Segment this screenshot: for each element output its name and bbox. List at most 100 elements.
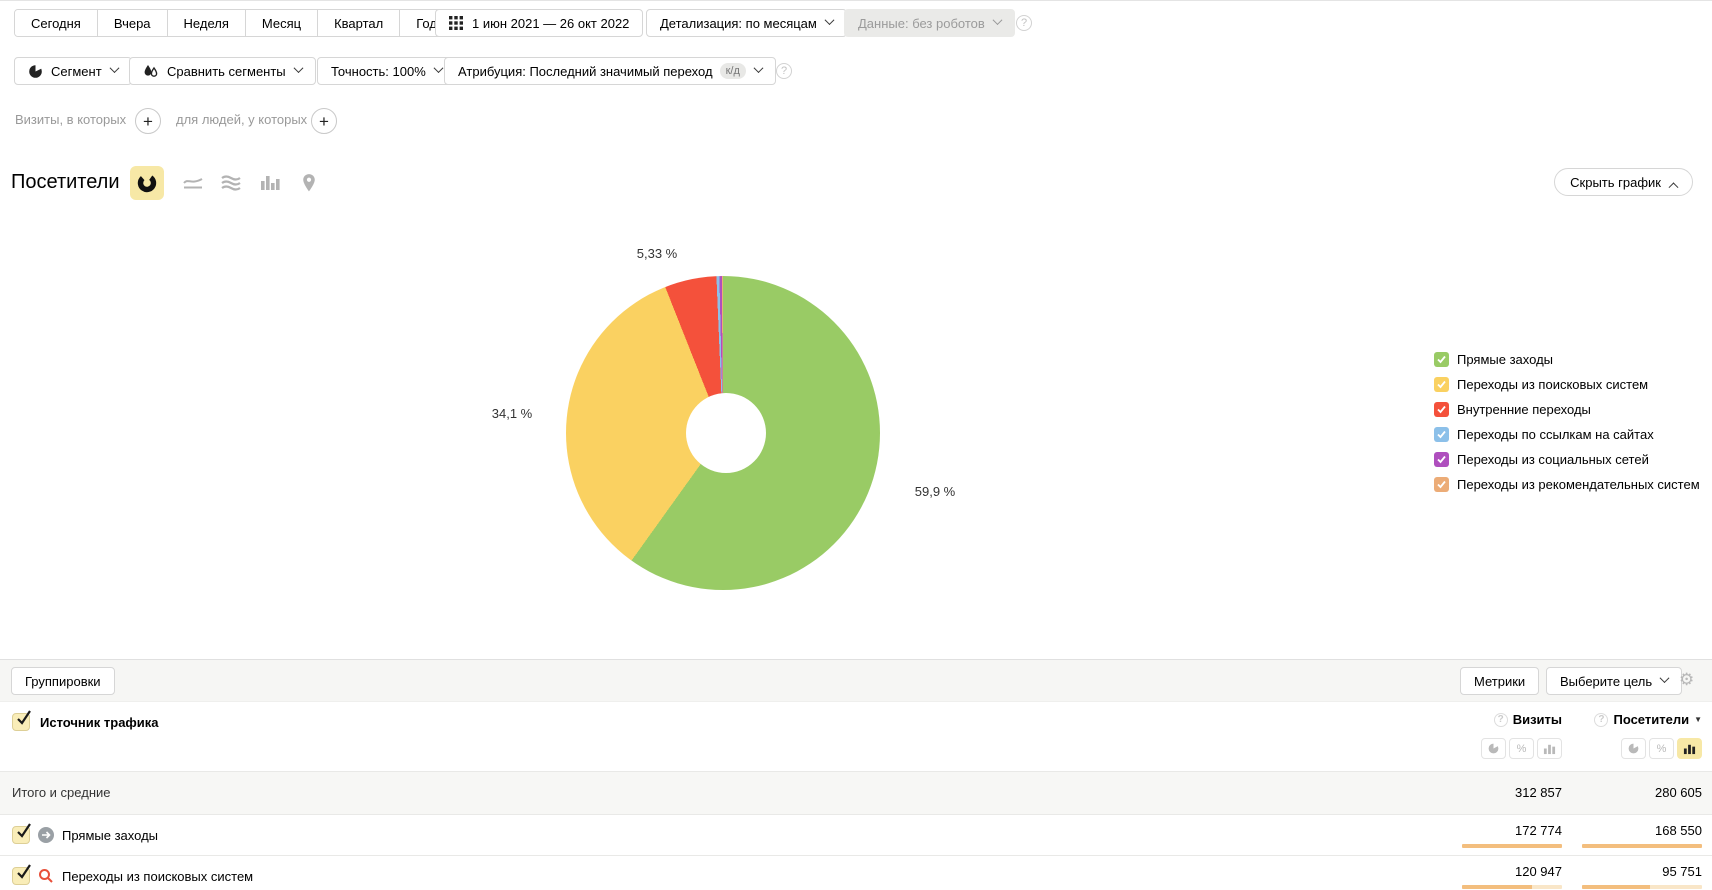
legend-checkbox-icon [1434,402,1449,417]
accuracy-dropdown[interactable]: Точность: 100% [317,57,456,85]
visits-filter-label: Визиты, в которых [15,112,127,127]
visits-bar [1462,844,1562,848]
period-month[interactable]: Месяц [244,10,318,36]
legend-label: Переходы из социальных сетей [1457,452,1649,467]
legend-checkbox-icon [1434,427,1449,442]
attribution-dropdown[interactable]: Атрибуция: Последний значимый переход к/… [444,57,776,85]
line-chart-icon [182,173,204,193]
data-robots-label: Данные: без роботов [858,15,985,31]
visitors-column-header[interactable]: ? Посетители ▼ [1594,712,1702,727]
metrics-button[interactable]: Метрики [1460,667,1540,695]
legend-item-direct[interactable]: Прямые заходы [1434,347,1700,372]
accuracy-label: Точность: 100% [331,63,426,79]
pie-chart-icon [137,173,157,193]
compare-segments-dropdown[interactable]: Сравнить сегменты [129,57,316,85]
hide-chart-button[interactable]: Скрыть график [1554,168,1693,196]
segment-builder-bar: Визиты, в которых + для людей, у которых… [0,108,1712,134]
segment-toolbar: Сегмент Сравнить сегменты Точность: 100%… [0,57,1712,85]
people-filter-label: для людей, у которых [176,112,308,127]
legend-checkbox-icon [1434,477,1449,492]
date-range-label: 1 июн 2021 — 26 окт 2022 [472,15,630,31]
legend-label: Переходы из рекомендательных систем [1457,477,1700,492]
period-week[interactable]: Неделя [166,10,245,36]
pie-label-direct: 59,9 % [914,484,956,499]
percent-mode-icon[interactable]: % [1649,738,1674,759]
gear-icon[interactable]: ⚙ [1679,670,1695,689]
pie-mode-icon[interactable] [1621,738,1646,759]
chevron-down-icon [992,14,1003,25]
stacked-area-icon [220,173,242,193]
visitors-display-modes: % [1621,738,1702,759]
period-quarter[interactable]: Квартал [317,10,400,36]
table-header-row: Источник трафика ? Визиты % [0,702,1712,771]
detalization-dropdown[interactable]: Детализация: по месяцам [646,9,847,37]
help-icon[interactable]: ? [1016,15,1032,31]
chevron-down-icon [433,62,444,73]
search-magnifier-icon [38,868,54,884]
legend-item-search[interactable]: Переходы из поисковых систем [1434,372,1700,397]
help-icon: ? [1594,712,1609,727]
chart-type-line-button[interactable] [176,166,210,200]
legend-label: Переходы из поисковых систем [1457,377,1649,392]
visits-header-label: Визиты [1512,712,1562,727]
legend-label: Прямые заходы [1457,352,1554,367]
attribution-label: Атрибуция: Последний значимый переход [458,63,713,79]
groupings-button[interactable]: Группировки [11,667,115,695]
chart-header: Посетители [0,164,1712,204]
visitors-header-label: Посетители [1613,712,1690,727]
legend-item-social[interactable]: Переходы из социальных сетей [1434,447,1700,472]
segment-pie-icon [28,63,43,79]
legend-item-internal[interactable]: Внутренние переходы [1434,397,1700,422]
column-chart-icon [260,173,280,193]
legend-label: Внутренние переходы [1457,402,1591,417]
bars-mode-icon[interactable] [1537,738,1562,759]
chevron-down-icon [824,14,835,25]
legend-checkbox-icon [1434,452,1449,467]
segment-label: Сегмент [51,63,102,79]
pie-mode-icon[interactable] [1481,738,1506,759]
add-visits-condition-button[interactable]: + [135,108,161,134]
map-pin-icon [300,173,318,193]
select-goal-label: Выберите цель [1560,673,1653,689]
chart-type-pie-button[interactable] [130,166,164,200]
row-visits-value: 120 947 [1515,864,1562,879]
chart-type-columns-button[interactable] [253,166,287,200]
help-icon[interactable]: ? [776,63,792,79]
chart-type-stacked-button[interactable] [214,166,248,200]
detalization-label: Детализация: по месяцам [660,15,817,31]
select-goal-dropdown[interactable]: Выберите цель [1546,667,1683,695]
legend-item-recommendation[interactable]: Переходы из рекомендательных систем [1434,472,1700,497]
bars-mode-icon[interactable] [1677,738,1702,759]
period-toolbar: Сегодня Вчера Неделя Месяц Квартал Год 1… [0,9,1712,37]
page-title: Посетители [11,171,120,193]
table-row-total: Итого и средние 312 857 280 605 [0,771,1712,814]
data-robots-dropdown[interactable]: Данные: без роботов [844,9,1015,37]
legend-label: Переходы по ссылкам на сайтах [1457,427,1654,442]
visitors-bar [1582,844,1702,848]
period-yesterday[interactable]: Вчера [96,10,167,36]
period-segmented-control: Сегодня Вчера Неделя Месяц Квартал Год [14,9,454,37]
visits-display-modes: % [1481,738,1562,759]
legend-item-links[interactable]: Переходы по ссылкам на сайтах [1434,422,1700,447]
direct-arrow-icon [38,827,54,843]
row-checkbox[interactable] [12,864,31,885]
row-checkbox[interactable] [12,823,31,844]
visits-bar [1462,885,1562,889]
pie-label-internal: 5,33 % [636,246,678,261]
chart-legend: Прямые заходы Переходы из поисковых сист… [1434,347,1700,497]
table-row[interactable]: Прямые заходы 172 774 168 550 [0,814,1712,855]
date-range-button[interactable]: 1 июн 2021 — 26 окт 2022 [435,9,644,37]
percent-mode-icon[interactable]: % [1509,738,1534,759]
compare-drops-icon [143,64,159,79]
add-people-condition-button[interactable]: + [311,108,337,134]
select-all-checkbox[interactable] [12,710,31,731]
table-toolbar: Группировки Метрики Выберите цель ⚙ [0,660,1712,702]
chevron-down-icon [753,62,764,73]
segment-dropdown[interactable]: Сегмент [14,57,132,85]
hide-chart-label: Скрыть график [1570,174,1661,190]
visits-column-header[interactable]: ? Визиты [1493,712,1562,727]
row-label: Прямые заходы [62,828,159,843]
period-today[interactable]: Сегодня [15,10,97,36]
chart-type-map-button[interactable] [292,166,326,200]
table-row[interactable]: Переходы из поисковых систем 120 947 95 … [0,855,1712,890]
